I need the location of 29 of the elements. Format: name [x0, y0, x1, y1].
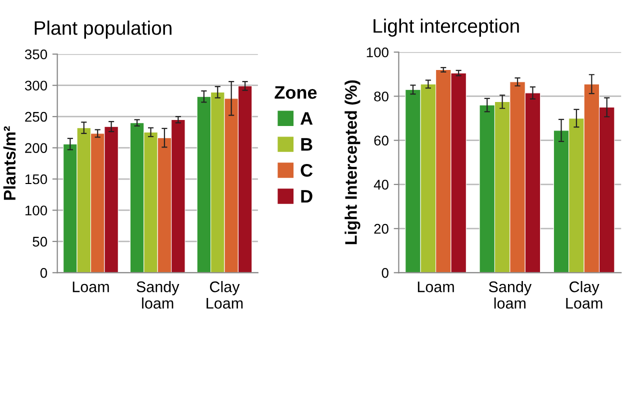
x-tick-label: Clay Loam [566, 281, 602, 309]
y-tick-label: 350 [24, 49, 48, 60]
y-axis-title: Light Intercepted (%) [344, 80, 360, 244]
y-tick-label: 40 [374, 180, 388, 190]
x-tick-label: Loam [418, 282, 454, 292]
y-tick-label: 80 [374, 92, 388, 102]
y-tick-label: 250 [25, 112, 48, 122]
y-tick-label: 100 [366, 47, 388, 58]
chart-title: Plant population [34, 20, 172, 39]
y-tick-label: 150 [25, 174, 48, 184]
y-tick-label: 20 [374, 224, 388, 234]
x-tick-label: Clay Loam [206, 281, 243, 309]
x-tick-label: Sandy loam [136, 281, 180, 309]
y-tick-label: 50 [32, 236, 48, 247]
x-tick-label: Sandy loam [488, 281, 532, 309]
y-tick-label: 100 [25, 206, 48, 216]
y-tick-label: 0 [382, 268, 388, 278]
legend-title: Zone [274, 86, 317, 99]
y-tick-label: 200 [25, 143, 48, 153]
y-tick-label: 0 [40, 268, 48, 278]
legend-label: B [301, 138, 312, 151]
legend-label: C [300, 164, 313, 177]
x-tick-label: Loam [72, 282, 109, 292]
chart-title: Light interception [374, 18, 519, 37]
y-axis-title: Plants/m² [3, 126, 16, 200]
y-tick-label: 60 [374, 136, 388, 146]
y-tick-label: 300 [24, 80, 48, 91]
legend-label: D [301, 190, 312, 203]
legend-label: A [300, 112, 313, 125]
